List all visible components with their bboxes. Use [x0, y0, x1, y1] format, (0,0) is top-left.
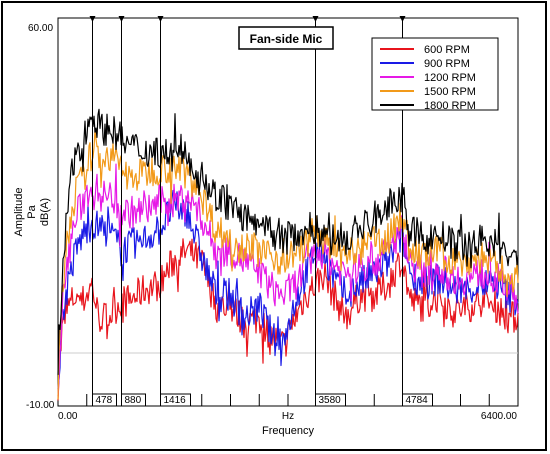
frequency-cursors: 478 880 1416 3580 4784: [89, 16, 433, 407]
cursor-label: 4784: [406, 395, 429, 406]
y-tick-min: -10.00: [26, 400, 55, 411]
cursor-label-box: [121, 393, 146, 407]
cursor-label: 880: [125, 395, 142, 406]
x-tick-min: 0.00: [58, 411, 78, 422]
cursor-label-box: [160, 393, 191, 407]
cursor-marker: [157, 16, 164, 22]
legend: 600 RPM 900 RPM 1200 RPM 1500 RPM 1800 RPM: [380, 44, 476, 112]
cursor-label-box: [315, 393, 346, 407]
legend-label: 1800 RPM: [424, 100, 476, 112]
cursor-marker: [89, 16, 96, 22]
x-axis-title: Frequency: [262, 425, 314, 437]
series-line-3: [57, 163, 519, 397]
cursor-marker: [312, 16, 319, 22]
x-tick-max: 6400.00: [481, 411, 518, 422]
legend-label: 900 RPM: [424, 58, 470, 70]
cursor-label: 3580: [319, 395, 342, 406]
cursor-label: 478: [96, 395, 113, 406]
cursor-label-box: [92, 393, 117, 407]
cursor-marker: [118, 16, 125, 22]
cursor-label: 1416: [164, 395, 187, 406]
series-lines: [57, 108, 519, 401]
series-line-5: [57, 108, 519, 375]
chart-title: Fan-side Mic: [250, 32, 323, 46]
legend-label: 600 RPM: [424, 44, 470, 56]
cursor-label-box: [402, 393, 433, 407]
y-axis-title-line3: dB(A): [39, 198, 51, 226]
x-unit-label: Hz: [282, 411, 294, 422]
y-axis-title-line1: Amplitude: [13, 188, 25, 237]
legend-label: 1200 RPM: [424, 72, 476, 84]
y-axis-title-line2: Pa: [26, 204, 38, 218]
series-line-4: [57, 129, 519, 400]
y-tick-max: 60.00: [28, 23, 53, 34]
cursor-marker: [399, 16, 406, 22]
chart-title-box: [238, 26, 334, 50]
legend-label: 1500 RPM: [424, 86, 476, 98]
